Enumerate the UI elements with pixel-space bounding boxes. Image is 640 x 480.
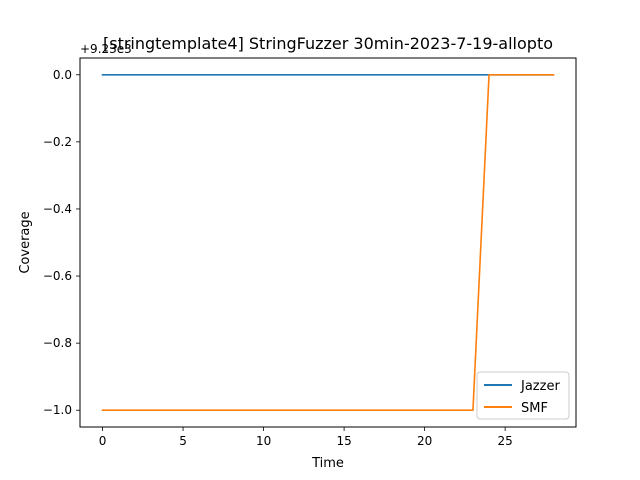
- x-tick-label: 0: [99, 434, 107, 448]
- legend-label-smf: SMF: [521, 401, 548, 416]
- y-offset-label: +9.23e3: [80, 42, 132, 56]
- y-tick-label: −0.2: [43, 135, 72, 149]
- x-tick-label: 5: [179, 434, 187, 448]
- y-tick-label: 0.0: [53, 68, 72, 82]
- y-tick-label: −1.0: [43, 403, 72, 417]
- x-tick-label: 20: [417, 434, 432, 448]
- x-tick-label: 10: [256, 434, 271, 448]
- y-axis-label: Coverage: [18, 211, 33, 273]
- plot-area: [80, 58, 576, 427]
- chart-title: [stringtemplate4] StringFuzzer 30min-202…: [103, 34, 553, 53]
- x-tick-label: 15: [336, 434, 351, 448]
- y-tick-label: −0.4: [43, 202, 72, 216]
- y-tick-label: −0.8: [43, 336, 72, 350]
- legend-label-jazzer: Jazzer: [520, 379, 560, 394]
- legend: Jazzer SMF: [476, 371, 570, 420]
- x-axis-label: Time: [311, 456, 344, 471]
- series-layer: [101, 73, 555, 412]
- y-axis-ticks: 0.0 −0.2 −0.4 −0.6 −0.8 −1.0: [43, 68, 80, 417]
- y-tick-label: −0.6: [43, 269, 72, 283]
- series-line-smf: [101, 73, 555, 412]
- x-tick-label: 25: [498, 434, 513, 448]
- x-axis-ticks: 0 5 10 15 20 25: [99, 427, 513, 448]
- plot-frame: [79, 57, 577, 428]
